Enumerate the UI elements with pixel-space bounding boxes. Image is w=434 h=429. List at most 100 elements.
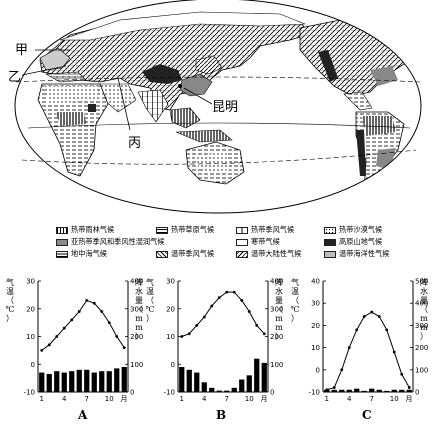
- temperature-point: [115, 335, 119, 338]
- precipitation-bar: [361, 390, 367, 392]
- climate-chart-svg: -100102030400100200300400500气温（℃）降水量（mm）…: [291, 277, 429, 403]
- legend-item-subtropical-monsoon: 亚热带季风和季风性湿润气候: [56, 237, 164, 247]
- right-tick-label: 400: [415, 300, 428, 308]
- temperature-point: [202, 315, 206, 319]
- precipitation-bar: [186, 369, 192, 392]
- temperature-point: [347, 346, 351, 349]
- legend-swatch: [56, 238, 68, 246]
- pointer-kunming: [183, 87, 213, 105]
- precipitation-bar: [201, 382, 207, 392]
- climate-chart-c: -10 0 10 20 30 40 0 100 200 300 400 500 气温（℃）降水量（m m）…: [285, 273, 430, 408]
- label-bing: 丙: [128, 136, 142, 151]
- temperature-point: [40, 348, 44, 352]
- legend-swatch: [236, 238, 248, 246]
- temperature-point: [262, 332, 266, 336]
- temperature-line: [181, 291, 265, 337]
- right-axis-title-char: m: [420, 323, 428, 332]
- x-tick-label: 4: [62, 395, 67, 403]
- right-tick-label: 300: [130, 305, 143, 313]
- x-tick-label: 7: [370, 395, 374, 403]
- precipitation-bar: [331, 389, 337, 392]
- temperature-point: [62, 326, 66, 330]
- right-axis-title-char: 水: [275, 286, 283, 296]
- left-tick-label: 20: [166, 305, 175, 313]
- temperature-point: [180, 335, 184, 338]
- right-tick-label: 400: [130, 278, 143, 286]
- temperature-point: [77, 310, 81, 313]
- left-axis-title-char: （: [6, 296, 14, 305]
- right-axis-title-char: ）: [135, 332, 143, 341]
- precipitation-bar: [209, 387, 215, 392]
- left-tick-label: 30: [26, 278, 35, 286]
- precipitation-bar: [61, 372, 67, 392]
- left-axis-title-char: ）: [146, 314, 154, 323]
- left-tick-label: 30: [311, 300, 320, 308]
- australia-desert: [194, 152, 232, 172]
- x-tick-label: 1: [325, 395, 329, 403]
- chart-label-b: B: [216, 408, 227, 422]
- precipitation-bar: [261, 362, 267, 392]
- temperature-point: [70, 318, 74, 322]
- right-axis-title-char: 水: [420, 286, 428, 296]
- left-axis-title-char: （: [291, 296, 299, 305]
- precipitation-bar: [69, 371, 75, 392]
- precipitation-bar: [99, 371, 105, 392]
- left-tick-label: 40: [311, 278, 320, 286]
- temperature-point: [377, 315, 381, 318]
- east-asia-temperate-monsoon: [195, 55, 223, 75]
- right-axis-title-char: m: [135, 314, 143, 323]
- arctic-tundra: [59, 11, 306, 41]
- right-axis-title-char: （: [135, 305, 143, 314]
- legend-item-desert: 热带沙漠气候: [324, 225, 382, 235]
- left-tick-label: 0: [31, 361, 35, 369]
- temperature-point: [210, 304, 214, 308]
- temperature-point: [122, 346, 126, 349]
- right-tick-label: 200: [415, 344, 428, 352]
- temperature-line: [326, 311, 410, 391]
- legend-item-continental: 温带大陆性气候: [236, 249, 301, 259]
- sahara: [44, 86, 100, 104]
- right-tick-label: 300: [270, 305, 283, 313]
- indonesia: [175, 129, 233, 143]
- right-tick-label: 100: [415, 366, 428, 374]
- left-axis-title-char: （: [146, 296, 154, 305]
- x-tick-label: 10: [105, 395, 114, 403]
- legend-item-oceanic: 温带海洋性气候: [324, 249, 389, 259]
- temperature-point: [407, 386, 411, 389]
- x-tick-label: 7: [85, 395, 89, 403]
- legend-swatch: [324, 250, 336, 258]
- right-tick-label: 100: [130, 361, 143, 369]
- label-kunming: 昆明: [212, 100, 239, 115]
- left-tick-label: 10: [311, 344, 320, 352]
- legend-item-highland: 高原山地气候: [324, 237, 382, 247]
- precipitation-bar: [84, 369, 90, 392]
- precipitation-bar: [91, 372, 97, 392]
- precipitation-bar: [246, 375, 252, 392]
- tibet-plateau: [142, 64, 182, 84]
- right-axis-title-char: 量: [135, 296, 143, 305]
- temperature-point: [325, 388, 329, 392]
- left-axis-title-char: 气: [6, 277, 14, 287]
- x-tick-label: 1: [180, 395, 184, 403]
- left-tick-label: -10: [309, 389, 320, 397]
- legend-swatch: [156, 250, 168, 258]
- chart-label-c: C: [362, 408, 372, 422]
- temperature-point: [332, 386, 336, 389]
- temperature-point: [47, 343, 51, 347]
- precipitation-bar: [346, 389, 352, 392]
- right-axis-title-char: 水: [135, 286, 143, 296]
- legend-swatch: [56, 226, 68, 234]
- precipitation-bar: [406, 389, 412, 392]
- x-tick-label: 10: [245, 395, 254, 403]
- precipitation-bar: [216, 390, 222, 392]
- right-tick-label: 500: [415, 278, 428, 286]
- right-axis-title-char: 降: [275, 277, 283, 287]
- left-tick-label: -10: [24, 389, 35, 397]
- rockies: [318, 50, 338, 82]
- right-axis-title-char: m: [275, 314, 283, 323]
- temperature-point: [392, 350, 396, 354]
- precipitation-bar: [121, 367, 127, 392]
- left-axis-title-char: 温: [6, 287, 14, 296]
- kunming-dot: [178, 84, 182, 88]
- temperature-line: [41, 299, 125, 351]
